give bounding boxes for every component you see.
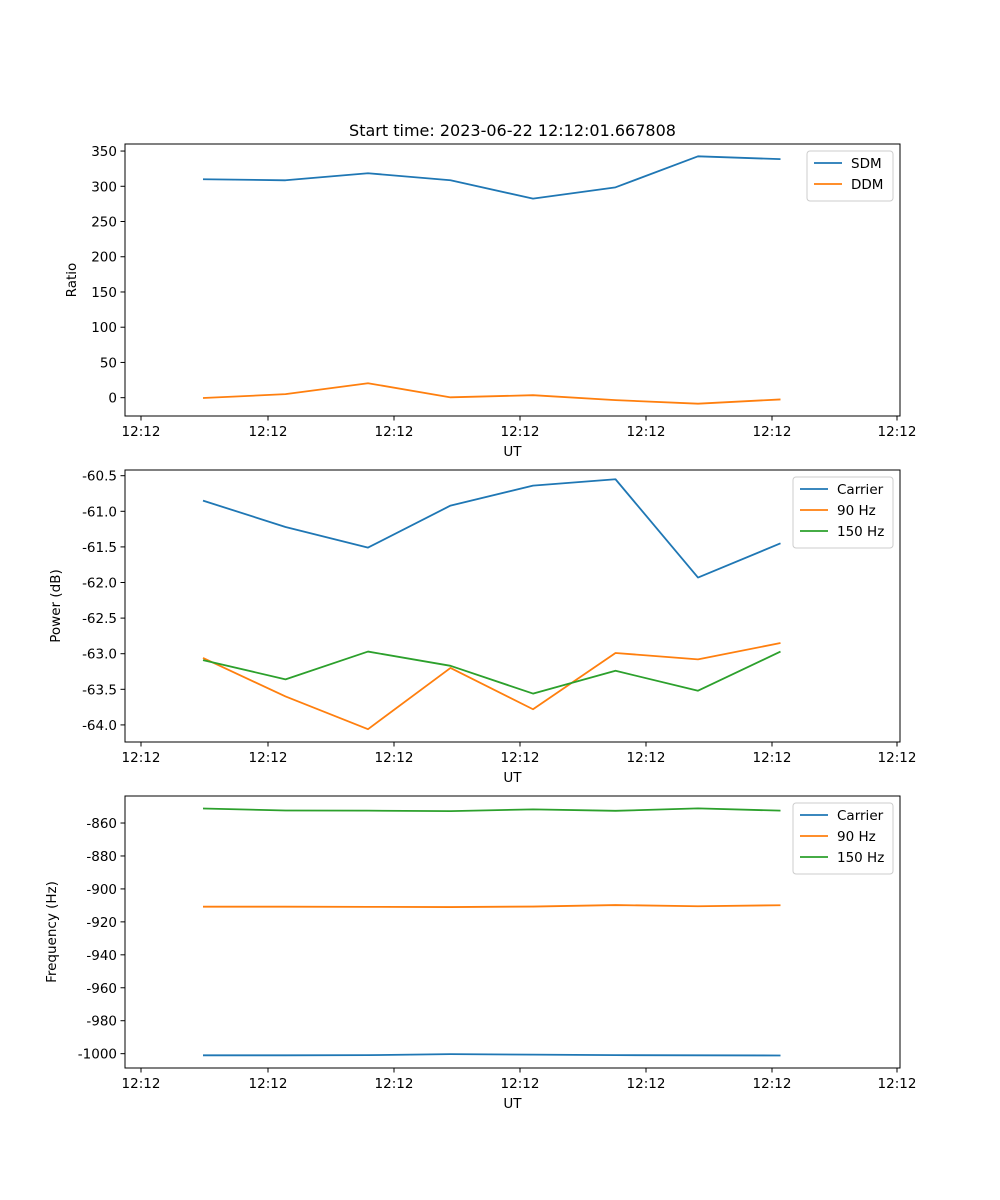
- y-tick-label: 50: [100, 355, 117, 371]
- x-tick-label: 12:12: [753, 750, 792, 766]
- series-line-90-hz: [203, 904, 781, 908]
- x-axis-label: UT: [503, 1096, 522, 1112]
- y-tick-label: -880: [86, 849, 117, 865]
- plots-container: 12:12 12:12 12:12 12:12 12:12 12:12 12:12 0 50 10…: [44, 143, 917, 1112]
- x-tick-label: 12:12: [627, 750, 666, 766]
- x-tick-label: 12:12: [249, 424, 288, 440]
- y-tick-label: -900: [86, 882, 117, 898]
- y-tick-label: 350: [91, 144, 117, 160]
- plot-frame: [124, 795, 901, 1069]
- y-tick-label: -63.5: [82, 682, 117, 698]
- y-tick-label: 200: [91, 250, 117, 266]
- series-line-sdm: [202, 155, 781, 200]
- y-tick-label: -860: [86, 816, 117, 832]
- y-tick-label: 150: [91, 285, 117, 301]
- y-tick-label: 100: [91, 320, 117, 336]
- x-tick-label: 12:12: [375, 1076, 414, 1092]
- y-tick-label: -64.0: [82, 718, 117, 734]
- y-axis-label: Power (dB): [48, 569, 64, 642]
- chart-2: 12:12 12:12 12:12 12:12 12:12 12:12 12:12 -64.0…: [48, 469, 916, 786]
- y-tick-label: -60.5: [82, 469, 117, 485]
- plot-frame: [124, 143, 901, 417]
- x-tick-label: 12:12: [878, 1076, 917, 1092]
- series-line-ddm: [202, 382, 781, 405]
- x-tick-label: 12:12: [753, 1076, 792, 1092]
- y-tick-label: -63.0: [82, 647, 117, 663]
- x-tick-label: 12:12: [753, 424, 792, 440]
- y-tick-label: 0: [108, 391, 117, 407]
- series-line-carrier: [202, 478, 781, 579]
- legend-label: DDM: [851, 177, 883, 193]
- x-tick-label: 12:12: [878, 424, 917, 440]
- series-line-carrier: [203, 1053, 781, 1057]
- series-line-90-hz: [202, 642, 781, 731]
- y-tick-label: 250: [91, 215, 117, 231]
- y-tick-label: -61.0: [82, 504, 117, 520]
- x-tick-label: 12:12: [501, 1076, 540, 1092]
- y-tick-label: -61.5: [82, 540, 117, 556]
- legend-label: 90 Hz: [837, 503, 876, 519]
- legend-label: 90 Hz: [837, 829, 876, 845]
- figure-title: Start time: 2023-06-22 12:12:01.667808: [349, 121, 676, 140]
- x-tick-label: 12:12: [501, 424, 540, 440]
- legend-label: SDM: [851, 156, 882, 172]
- x-tick-label: 12:12: [122, 750, 161, 766]
- y-tick-label: -62.5: [82, 611, 117, 627]
- series-line-150-hz: [202, 650, 781, 695]
- x-tick-label: 12:12: [375, 750, 414, 766]
- x-tick-label: 12:12: [249, 1076, 288, 1092]
- y-tick-label: -960: [86, 981, 117, 997]
- y-axis-label: Ratio: [64, 263, 80, 298]
- y-tick-label: -920: [86, 915, 117, 931]
- chart-1: 12:12 12:12 12:12 12:12 12:12 12:12 12:12 0 50 10…: [64, 143, 917, 460]
- x-axis-label: UT: [503, 444, 522, 460]
- x-tick-label: 12:12: [501, 750, 540, 766]
- legend-label: 150 Hz: [837, 524, 884, 540]
- plot-frame: [124, 469, 901, 743]
- x-tick-label: 12:12: [122, 1076, 161, 1092]
- legend-label: Carrier: [837, 808, 884, 824]
- x-tick-label: 12:12: [627, 424, 666, 440]
- y-tick-label: 300: [91, 179, 117, 195]
- x-tick-label: 12:12: [375, 424, 414, 440]
- legend-label: 150 Hz: [837, 850, 884, 866]
- x-tick-label: 12:12: [878, 750, 917, 766]
- y-tick-label: -62.0: [82, 576, 117, 592]
- chart-3: 12:12 12:12 12:12 12:12 12:12 12:12 12:12 -1000…: [44, 795, 917, 1112]
- x-tick-label: 12:12: [627, 1076, 666, 1092]
- x-axis-label: UT: [503, 770, 522, 786]
- y-tick-label: -980: [86, 1014, 117, 1030]
- y-axis-label: Frequency (Hz): [44, 881, 60, 983]
- y-tick-label: -940: [86, 948, 117, 964]
- x-tick-label: 12:12: [249, 750, 288, 766]
- legend-label: Carrier: [837, 482, 884, 498]
- x-tick-label: 12:12: [122, 424, 161, 440]
- series-line-150-hz: [202, 807, 781, 813]
- y-tick-label: -1000: [78, 1047, 117, 1063]
